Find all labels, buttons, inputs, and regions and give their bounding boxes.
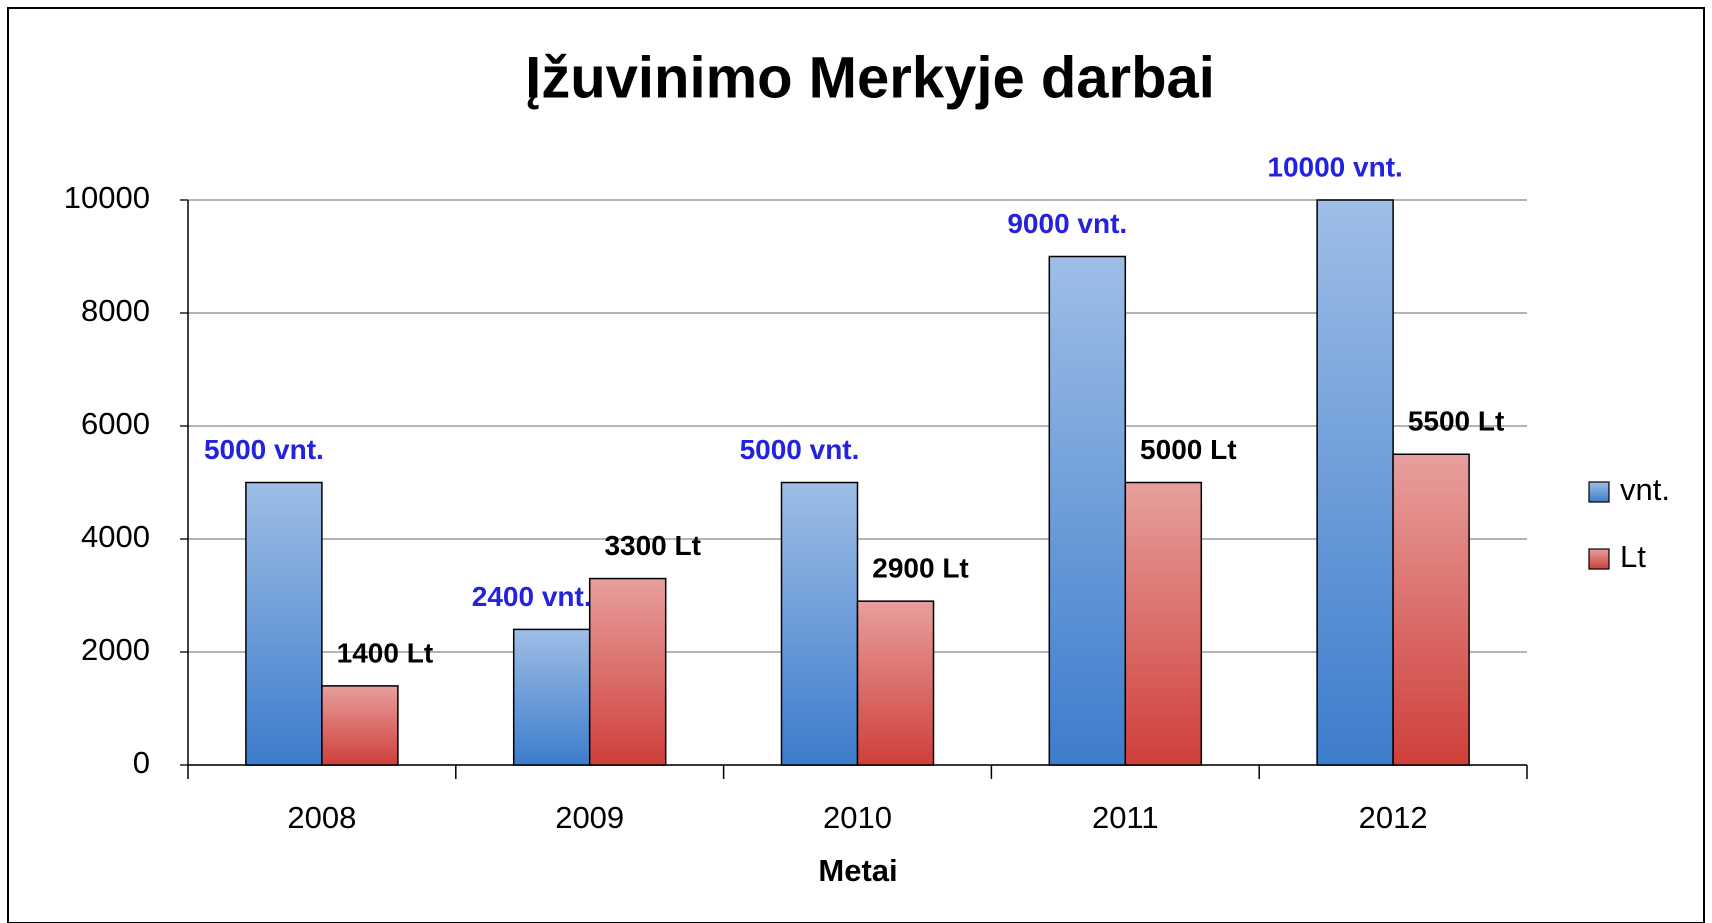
bar bbox=[856, 600, 935, 766]
x-tick-label: 2009 bbox=[555, 800, 624, 835]
x-axis-title: Metai bbox=[818, 853, 897, 888]
x-tick-label: 2010 bbox=[823, 800, 892, 835]
data-label: 9000 vnt. bbox=[1007, 208, 1127, 239]
legend-label: vnt. bbox=[1620, 472, 1670, 507]
legend-swatch bbox=[1588, 481, 1610, 503]
bar bbox=[1124, 481, 1203, 766]
legend-label: Lt bbox=[1620, 539, 1646, 574]
y-tick-label: 8000 bbox=[81, 293, 150, 328]
y-tick-label: 2000 bbox=[81, 632, 150, 667]
bar bbox=[245, 481, 323, 766]
bar bbox=[512, 628, 591, 766]
y-tick-label: 4000 bbox=[81, 519, 150, 554]
data-label: 3300 Lt bbox=[604, 530, 701, 561]
bar bbox=[1392, 453, 1470, 766]
data-label: 5000 vnt. bbox=[204, 434, 324, 465]
data-label: 1400 Lt bbox=[337, 637, 434, 668]
data-label: 10000 vnt. bbox=[1267, 151, 1402, 182]
bar bbox=[321, 685, 399, 766]
data-label: 2400 vnt. bbox=[472, 581, 592, 612]
x-tick-label: 2008 bbox=[287, 800, 356, 835]
x-tick-label: 2012 bbox=[1359, 800, 1428, 835]
data-label: 2900 Lt bbox=[872, 553, 969, 584]
chart-title: Įžuvinimo Merkyje darbai bbox=[525, 45, 1215, 110]
legend-swatch bbox=[1588, 548, 1610, 570]
x-tick-label: 2011 bbox=[1092, 800, 1159, 835]
y-tick-label: 0 bbox=[133, 745, 150, 780]
bar bbox=[780, 481, 859, 766]
bar bbox=[588, 577, 667, 766]
data-label: 5500 Lt bbox=[1408, 406, 1505, 437]
data-label: 5000 Lt bbox=[1140, 434, 1237, 465]
bar bbox=[1048, 255, 1127, 766]
y-tick-label: 6000 bbox=[81, 406, 150, 441]
data-label: 5000 vnt. bbox=[740, 434, 860, 465]
bar bbox=[1316, 199, 1394, 766]
y-tick-label: 10000 bbox=[64, 180, 150, 215]
